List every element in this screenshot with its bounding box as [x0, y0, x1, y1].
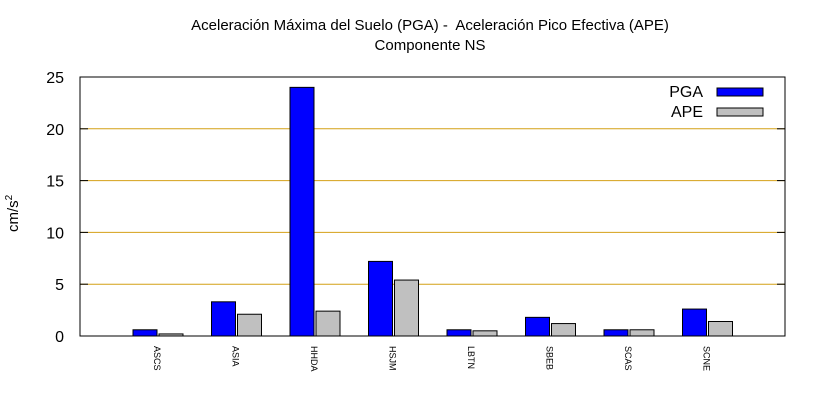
x-tick-label: ASIA	[231, 346, 241, 367]
bar-pga-hsjm	[368, 260, 393, 337]
y-tick-label: 0	[55, 329, 64, 346]
y-tick-label: 10	[46, 225, 64, 242]
bar-ape-scas	[629, 329, 655, 337]
bar-ape-scne	[708, 320, 733, 337]
bar-ape-lbtn	[472, 330, 498, 337]
bar-pga-lbtn	[446, 329, 472, 337]
bar-pga-scas	[603, 329, 629, 337]
chart-title: Aceleración Máxima del Suelo (PGA) - Ace…	[191, 17, 669, 34]
y-tick-label: 15	[46, 174, 64, 191]
plot-frame	[79, 76, 786, 337]
legend-label: APE	[671, 104, 703, 121]
x-tick-label: LBTN	[466, 346, 476, 369]
bar-ape-sbeb	[551, 323, 576, 337]
bar-ape-ascs	[158, 333, 184, 337]
bar-pga-asia	[211, 301, 236, 337]
chart-subtitle: Componente NS	[374, 37, 486, 54]
y-tick-label: 20	[46, 122, 64, 139]
x-tick-label: SCAS	[623, 346, 633, 371]
legend-label: PGA	[669, 84, 703, 101]
bar-pga-ascs	[132, 329, 158, 337]
legend-swatch	[716, 107, 764, 117]
bar-ape-hhda	[315, 310, 341, 337]
y-tick-label: 25	[46, 70, 64, 87]
x-tick-label: ASCS	[152, 346, 162, 371]
y-tick-label: 5	[55, 277, 64, 294]
bar-ape-asia	[237, 313, 262, 337]
x-tick-label: HSJM	[388, 346, 398, 371]
x-tick-label: SBEB	[545, 346, 555, 370]
bar-pga-scne	[682, 308, 707, 337]
bar-pga-sbeb	[525, 316, 550, 337]
bar-pga-hhda	[289, 86, 315, 337]
legend-swatch	[716, 87, 764, 97]
x-tick-label: HHDA	[309, 346, 319, 372]
bar-ape-hsjm	[394, 279, 419, 337]
x-tick-label: SCNE	[702, 346, 712, 371]
chart-title-block: Aceleración Máxima del Suelo (PGA) - Ace…	[0, 16, 820, 56]
